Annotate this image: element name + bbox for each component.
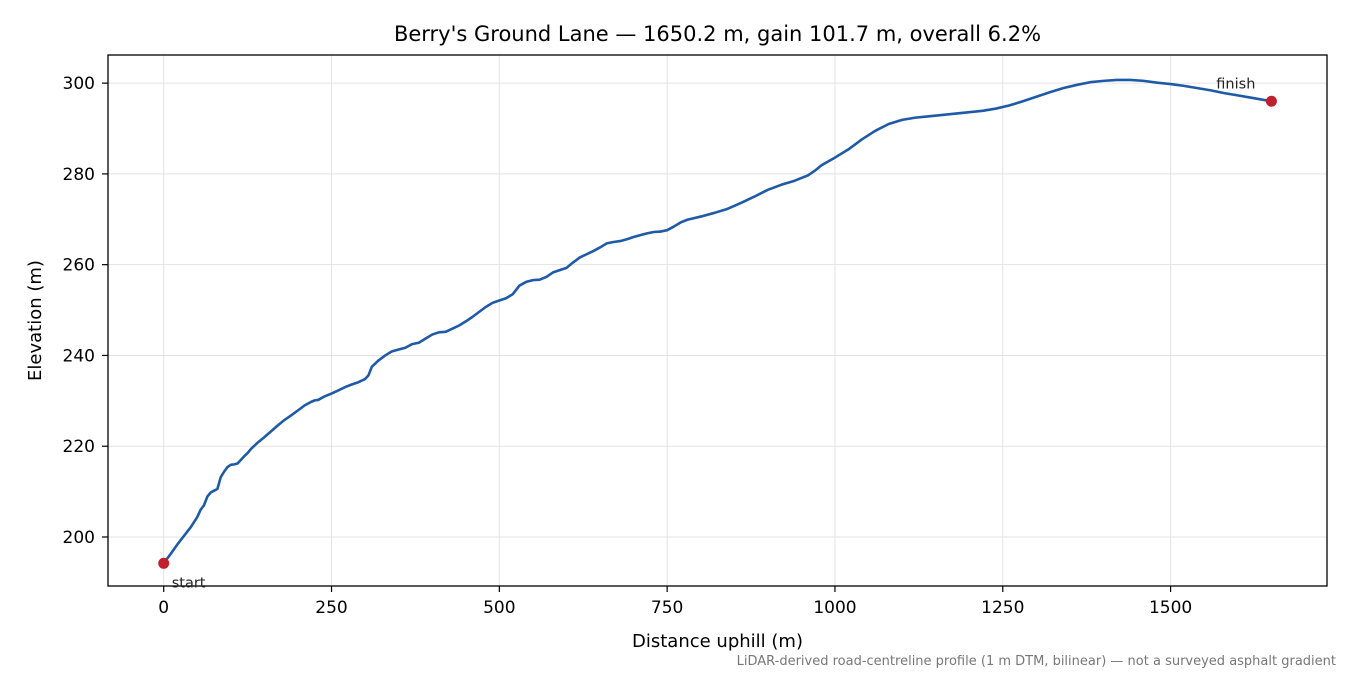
plot-area-frame: [107, 54, 1328, 587]
x-tick-label: 1250: [981, 598, 1024, 618]
y-tick-label: 280: [63, 165, 95, 185]
y-tick-label: 200: [63, 528, 95, 548]
chart-title: Berry's Ground Lane — 1650.2 m, gain 101…: [394, 22, 1041, 46]
gridlines: [108, 55, 1327, 586]
y-tick-label: 260: [63, 256, 95, 276]
footnote: LiDAR-derived road-centreline profile (1…: [737, 654, 1336, 669]
x-tick-label: 0: [158, 598, 169, 618]
y-tick-label: 220: [63, 437, 95, 457]
series-layer: [162, 78, 1273, 565]
finish-marker: [1265, 95, 1277, 107]
x-tick-label: 500: [483, 598, 515, 618]
x-tick-label: 1000: [813, 598, 856, 618]
y-axis: 200 220 240 260 280 300: [63, 74, 108, 548]
start-label: start: [172, 575, 206, 591]
y-axis-label: Elevation (m): [25, 260, 46, 381]
finish-label: finish: [1216, 76, 1255, 92]
endpoint-markers: start finish: [158, 76, 1277, 591]
x-tick-label: 250: [315, 598, 347, 618]
x-tick-label: 750: [651, 598, 683, 618]
start-marker: [158, 557, 170, 569]
y-tick-label: 240: [63, 346, 95, 366]
x-tick-label: 1500: [1149, 598, 1192, 618]
x-axis-label: Distance uphill (m): [632, 631, 803, 652]
y-tick-label: 300: [63, 74, 95, 94]
x-axis: 0 250 500 750 1000 1250 1500: [158, 586, 1192, 618]
elevation-line: [162, 78, 1273, 565]
